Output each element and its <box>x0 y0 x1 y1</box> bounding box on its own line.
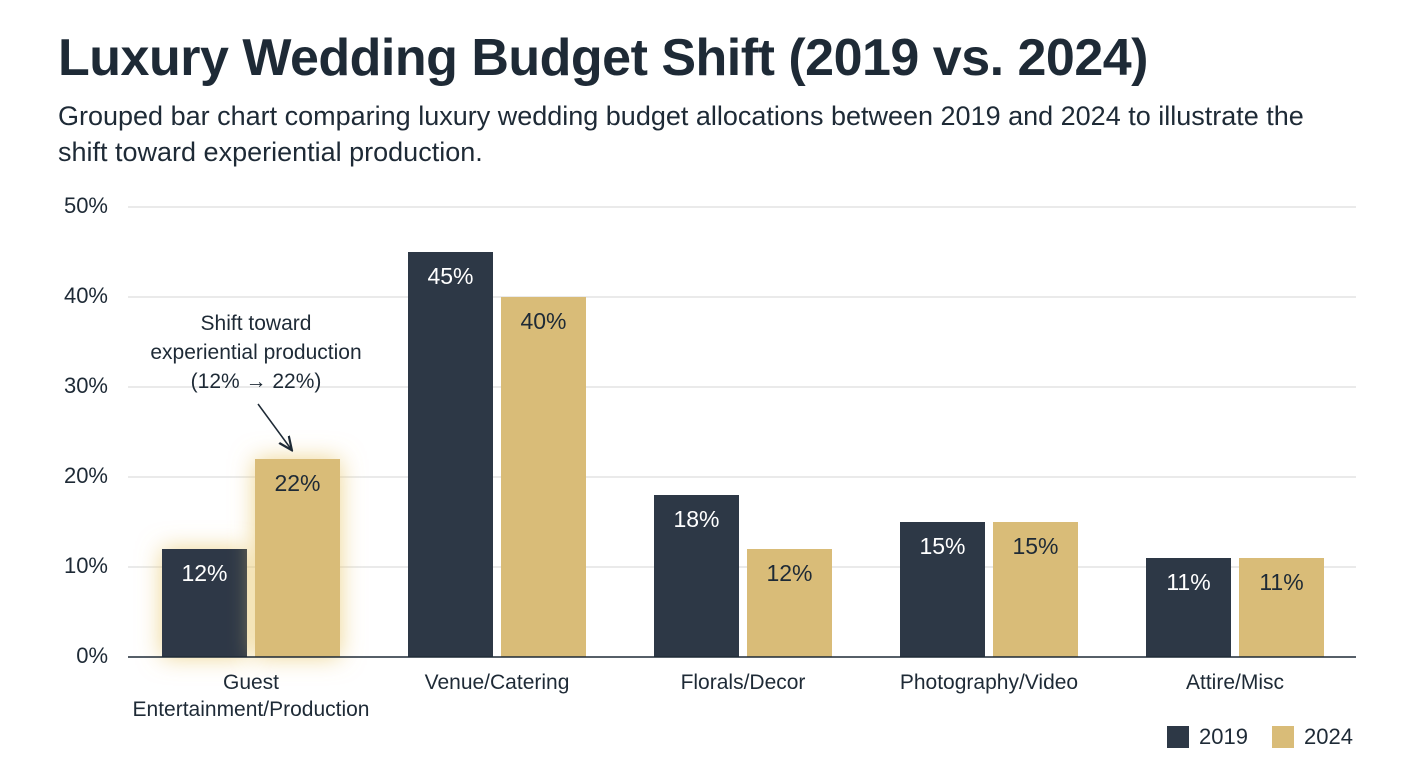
bar <box>900 522 985 657</box>
value-label: 40% <box>520 308 566 334</box>
bar <box>747 549 832 657</box>
annotation: Shift toward experiential production (12… <box>150 312 362 393</box>
annotation-arrow <box>257 403 291 449</box>
value-label: 22% <box>274 470 320 496</box>
legend-swatch <box>1167 726 1189 748</box>
value-label: 12% <box>181 560 227 586</box>
y-tick-label: 50% <box>64 193 108 218</box>
bar <box>501 297 586 657</box>
y-tick-label: 10% <box>64 553 108 578</box>
chart-title: Luxury Wedding Budget Shift (2019 vs. 20… <box>58 29 1149 87</box>
y-tick-label: 40% <box>64 283 108 308</box>
bar <box>255 459 340 657</box>
legend-swatch <box>1272 726 1294 748</box>
legend-label: 2019 <box>1199 724 1248 749</box>
value-label: 12% <box>766 560 812 586</box>
x-tick-label: Guest Entertainment/Production <box>132 671 370 721</box>
x-tick-label: Photography/Video <box>899 671 1079 694</box>
value-label: 15% <box>1012 533 1058 559</box>
legend-label: 2024 <box>1304 724 1353 749</box>
x-tick-label: Florals/Decor <box>680 671 806 694</box>
value-label: 11% <box>1259 569 1303 595</box>
bar <box>654 495 739 657</box>
y-tick-label: 20% <box>64 463 108 488</box>
value-label: 18% <box>673 506 719 532</box>
value-label: 15% <box>919 533 965 559</box>
bar <box>162 549 247 657</box>
x-tick-label: Attire/Misc <box>1185 671 1284 694</box>
bar <box>1146 558 1231 657</box>
bar <box>1239 558 1324 657</box>
bar <box>408 252 493 657</box>
y-tick-label: 30% <box>64 373 108 398</box>
value-label: 45% <box>427 263 473 289</box>
chart-subtitle: Grouped bar chart comparing luxury weddi… <box>58 101 1304 167</box>
value-label: 11% <box>1166 569 1210 595</box>
y-tick-label: 0% <box>76 643 108 668</box>
x-tick-label: Venue/Catering <box>424 671 570 694</box>
bar <box>993 522 1078 657</box>
